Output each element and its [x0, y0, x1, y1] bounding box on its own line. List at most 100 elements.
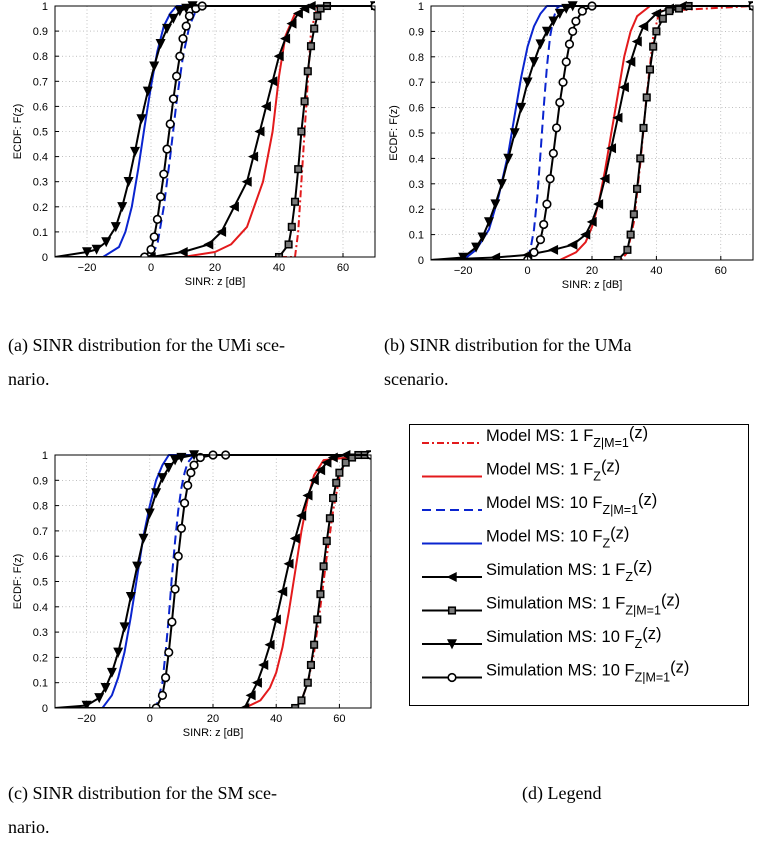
- caption-c: (c) SINR distribution for the SM sce- na…: [8, 776, 277, 844]
- data-point-sim1c: [313, 615, 322, 624]
- data-point-sim10: [129, 146, 141, 157]
- data-point-sim10c: [170, 584, 180, 594]
- data-point-sim1: [606, 143, 617, 154]
- data-point-sim1: [308, 475, 319, 486]
- data-point-sim1: [267, 76, 278, 87]
- legend-item-sim1c: Simulation MS: 1 FZ|M=1(z): [422, 592, 680, 618]
- x-tick-label: −20: [78, 262, 97, 274]
- legend-label: Simulation MS: 1 FZ(z): [486, 558, 652, 584]
- data-point-sim1c: [639, 123, 648, 132]
- data-point-sim1: [618, 82, 629, 93]
- data-point-sim10c: [186, 468, 196, 478]
- data-point-sim10: [529, 57, 540, 68]
- x-tick-label: 20: [207, 713, 219, 725]
- legend-label: Simulation MS: 10 FZ|M=1(z): [486, 659, 689, 685]
- x-tick-label: 40: [270, 713, 282, 725]
- x-tick-label: 60: [715, 265, 727, 277]
- data-point-sim10c: [558, 77, 568, 87]
- data-point-sim1: [273, 51, 284, 62]
- data-point-sim1: [239, 702, 250, 708]
- data-point-sim10c: [167, 617, 177, 627]
- data-point-sim1c: [313, 11, 322, 21]
- chart-panel-a: −20 0 20 40 60 0 0.1 0.2 0.3 0.4 0.5 0.6 0.7 0.8 0.9 1 S…: [0, 0, 380, 300]
- series-line-mdl1: [431, 5, 753, 260]
- legend-label: Simulation MS: 1 FZ|M=1(z): [486, 592, 680, 618]
- data-point-sim1c: [303, 678, 312, 687]
- data-point-sim10c: [179, 498, 190, 508]
- legend-label: Model MS: 10 FZ|M=1(z): [486, 491, 657, 517]
- data-point-sim1: [651, 8, 662, 19]
- y-tick-label: 0.9: [33, 26, 48, 38]
- y-tick-label: 0.6: [33, 551, 48, 563]
- y-tick-label: 0.6: [33, 101, 48, 113]
- data-point-sim1c: [300, 97, 309, 106]
- y-tick-label: 0.9: [33, 475, 48, 487]
- data-point-sim10c: [529, 247, 539, 257]
- data-point-sim10c: [568, 26, 578, 37]
- series-group: [431, 0, 753, 260]
- data-point-sim10: [477, 232, 488, 243]
- y-tick-label: 0.4: [33, 152, 48, 164]
- data-point-sim1c: [626, 230, 635, 239]
- data-point-sim1: [251, 677, 262, 688]
- y-axis-label: ECDF: F(z): [12, 554, 24, 610]
- y-tick-label: 0.3: [409, 179, 424, 191]
- data-point-sim1: [260, 101, 271, 112]
- data-point-sim1: [258, 659, 269, 670]
- series-line-mdl10: [55, 5, 375, 257]
- data-point-sim1: [321, 457, 332, 468]
- data-point-sim1c: [341, 458, 350, 467]
- chart-panel-b: −20 0 20 40 60 0 0.1 0.2 0.3 0.4 0.5 0.6 0.7 0.8 0.9 1 S…: [382, 0, 764, 300]
- data-point-sim10c: [161, 673, 171, 683]
- data-point-sim10c: [551, 123, 562, 133]
- data-point-sim10: [136, 114, 147, 125]
- data-point-sim1c: [306, 42, 316, 51]
- data-point-sim10c: [548, 148, 558, 158]
- y-tick-label: 0.4: [409, 153, 424, 165]
- data-point-sim1: [241, 176, 252, 187]
- data-point-sim1: [216, 226, 227, 237]
- data-point-sim1: [548, 244, 559, 255]
- data-point-sim10: [81, 247, 93, 257]
- data-point-sim10: [101, 237, 112, 248]
- data-point-sim1: [286, 18, 297, 29]
- data-point-sim10: [106, 667, 117, 678]
- data-point-sim1: [245, 690, 256, 701]
- data-point-sim10c: [561, 57, 571, 67]
- data-point-sim1: [264, 639, 275, 650]
- data-point-sim1c: [636, 154, 645, 163]
- data-point-sim1c: [642, 93, 651, 102]
- data-point-sim10: [163, 462, 174, 473]
- data-point-sim10: [155, 38, 166, 49]
- y-tick-label: 0.7: [33, 76, 48, 88]
- data-point-sim10c: [168, 94, 178, 104]
- data-point-sim1: [296, 510, 307, 521]
- y-tick-label: 0.9: [409, 26, 424, 38]
- data-point-sim1: [177, 246, 188, 257]
- y-tick-label: 0.8: [409, 52, 424, 64]
- data-point-sim10c: [156, 192, 166, 202]
- x-axis-label: SINR: z [dB]: [562, 279, 623, 291]
- data-point-sim10c: [173, 551, 183, 561]
- series-line-mdl10c: [431, 5, 753, 260]
- data-point-sim10: [471, 242, 482, 253]
- caption-d: (d) Legend: [522, 776, 601, 810]
- x-axis-label: SINR: z [dB]: [185, 276, 246, 288]
- data-point-sim10: [151, 488, 162, 499]
- y-tick-label: 0: [42, 703, 48, 715]
- data-point-sim1: [586, 216, 597, 227]
- data-point-sim10: [138, 533, 149, 544]
- y-tick-label: 1: [418, 1, 424, 13]
- x-tick-label: 0: [148, 262, 154, 274]
- data-point-sim1c: [290, 197, 300, 206]
- x-tick-label: 0: [525, 265, 531, 277]
- data-point-sim10: [113, 647, 124, 658]
- data-point-sim1c: [329, 493, 338, 503]
- data-point-sim1: [638, 21, 649, 32]
- legend-item-mdl10c: Model MS: 10 FZ|M=1(z): [422, 491, 657, 517]
- data-point-sim10c: [172, 71, 182, 81]
- data-point-sim1: [631, 36, 642, 47]
- data-point-sim1: [612, 112, 623, 123]
- y-tick-label: 0.5: [33, 577, 48, 589]
- data-point-sim10: [496, 179, 507, 190]
